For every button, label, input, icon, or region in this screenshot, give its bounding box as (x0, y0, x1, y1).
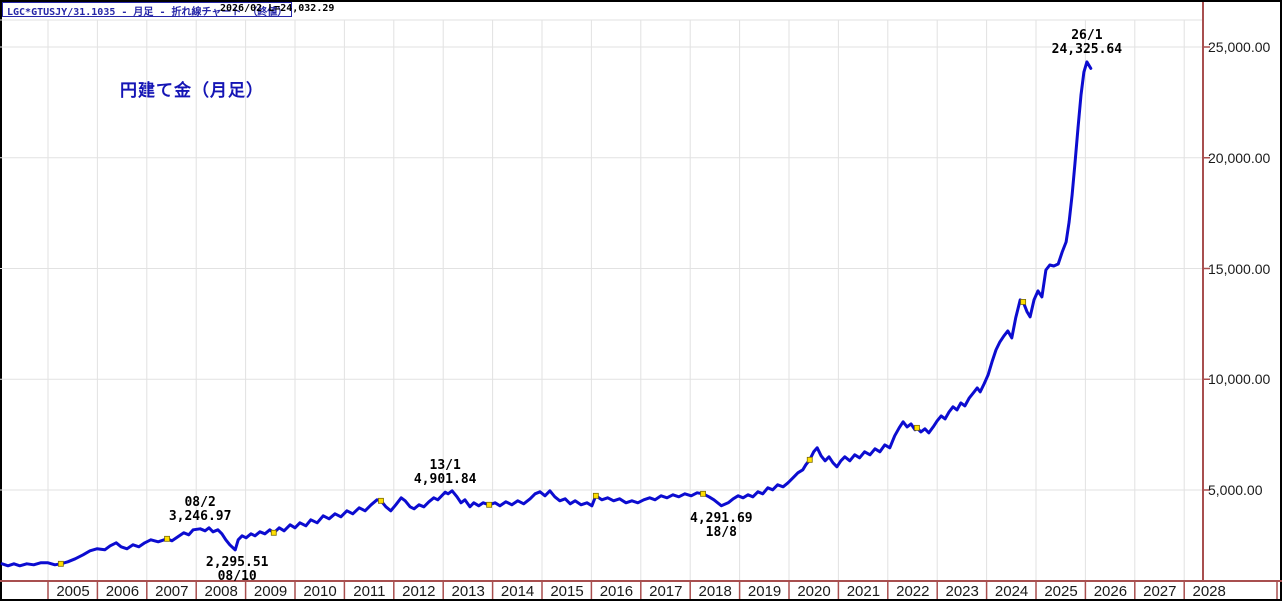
interval-marker-dot (378, 497, 384, 504)
interval-marker-dot (486, 501, 493, 508)
interval-marker-dot (1020, 299, 1027, 305)
interval-marker-dot (270, 529, 277, 536)
symbol-formula-label: LGC*GTUSJY/31.1035 - 月足 - 折れ線チャート （終値） (7, 7, 288, 18)
interval-marker-dot (806, 456, 813, 463)
last-price-label: L=24,032.29 (268, 3, 335, 14)
interval-marker-dot (164, 535, 170, 542)
interval-marker-dot (700, 490, 706, 497)
interval-marker-dot (592, 492, 599, 499)
header-readout: 2026/02 L=24,032.29 (220, 3, 340, 14)
symbol-formula-box[interactable]: LGC*GTUSJY/31.1035 - 月足 - 折れ線チャート （終値） (2, 2, 293, 18)
interval-marker-dot (57, 560, 64, 567)
chart-title: 円建て金（月足） (120, 81, 264, 100)
period-label: 2026/02 (220, 3, 263, 14)
interval-marker-dot (914, 424, 920, 431)
